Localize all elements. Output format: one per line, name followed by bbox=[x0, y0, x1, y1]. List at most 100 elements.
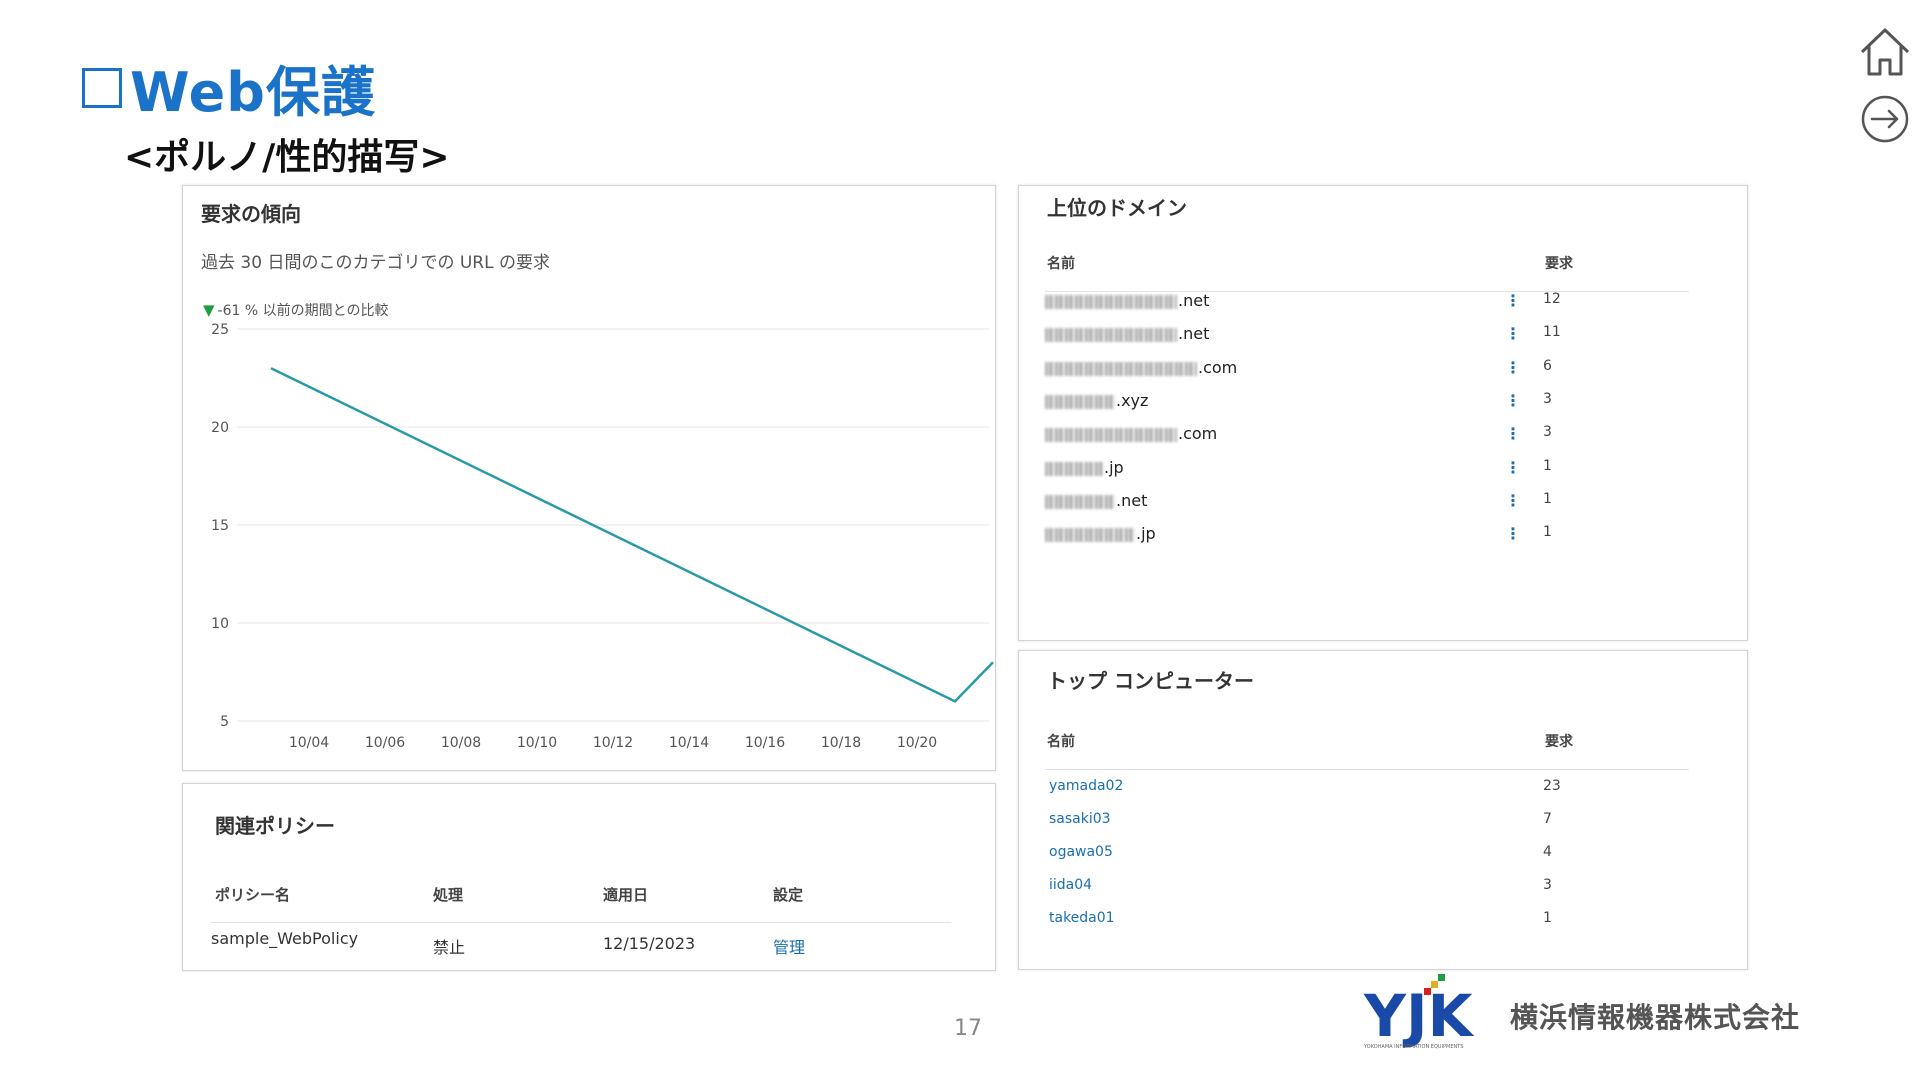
computer-name-link[interactable]: yamada02 bbox=[1049, 778, 1124, 794]
divider bbox=[211, 922, 951, 923]
trend-series-line bbox=[270, 367, 994, 703]
slide-subtitle: <ポルノ/性的描写> bbox=[124, 137, 450, 178]
col-header-date: 適用日 bbox=[603, 886, 649, 904]
computer-row: iida04 3 bbox=[1019, 877, 1747, 903]
x-tick-label: 10/18 bbox=[821, 735, 861, 751]
computer-request-count: 4 bbox=[1543, 844, 1552, 860]
x-tick-label: 10/14 bbox=[669, 735, 709, 751]
col-header-policy-name: ポリシー名 bbox=[215, 886, 291, 904]
domain-row: .jp ⋮ 1 bbox=[1019, 458, 1747, 484]
divider bbox=[1045, 769, 1689, 770]
col-header-name: 名前 bbox=[1047, 256, 1075, 272]
yjk-logo: YJK YOKOHAMA INFORMATION EQUIPMENTS bbox=[1363, 974, 1475, 1050]
x-tick-label: 10/16 bbox=[745, 735, 785, 751]
redacted-domain bbox=[1045, 394, 1115, 409]
y-tick-label: 5 bbox=[220, 714, 229, 730]
domain-suffix: .com bbox=[1178, 424, 1218, 443]
x-tick-label: 10/04 bbox=[289, 735, 329, 751]
computer-name-link[interactable]: takeda01 bbox=[1049, 910, 1115, 926]
policy-date: 12/15/2023 bbox=[603, 934, 696, 953]
x-tick-label: 10/20 bbox=[897, 735, 937, 751]
computer-row: sasaki03 7 bbox=[1019, 811, 1747, 837]
domains-title: 上位のドメイン bbox=[1047, 196, 1187, 220]
col-header-settings: 設定 bbox=[773, 886, 804, 904]
domain-name: .net bbox=[1045, 491, 1147, 510]
domain-request-count: 11 bbox=[1543, 324, 1561, 340]
computer-request-count: 1 bbox=[1543, 910, 1552, 926]
logo-letters: YJK bbox=[1363, 982, 1475, 1050]
domain-name: .com bbox=[1045, 358, 1237, 377]
arrow-right-circle-icon[interactable] bbox=[1860, 94, 1910, 144]
y-tick-label: 10 bbox=[211, 616, 229, 632]
policy-action: 禁止 bbox=[433, 938, 466, 957]
domain-suffix: .com bbox=[1198, 358, 1238, 377]
computer-request-count: 3 bbox=[1543, 877, 1552, 893]
y-tick-label: 25 bbox=[211, 322, 229, 338]
trend-title: 要求の傾向 bbox=[201, 202, 301, 226]
company-name: 横浜情報機器株式会社 bbox=[1510, 1001, 1801, 1034]
slide-title: Web保護 bbox=[82, 48, 376, 127]
computer-name-link[interactable]: ogawa05 bbox=[1049, 844, 1113, 860]
domain-request-count: 12 bbox=[1543, 291, 1561, 307]
domain-row: .com ⋮ 6 bbox=[1019, 358, 1747, 384]
domain-row: .net ⋮ 1 bbox=[1019, 491, 1747, 517]
more-vertical-icon[interactable]: ⋮ bbox=[1505, 391, 1521, 410]
computer-row: yamada02 23 bbox=[1019, 778, 1747, 804]
trend-subtitle: 過去 30 日間のこのカテゴリでの URL の要求 bbox=[201, 253, 550, 273]
manage-link[interactable]: 管理 bbox=[773, 938, 806, 957]
page-number: 17 bbox=[954, 1016, 982, 1041]
domain-name: .com bbox=[1045, 424, 1217, 443]
more-vertical-icon[interactable]: ⋮ bbox=[1505, 524, 1521, 543]
x-tick-label: 10/08 bbox=[441, 735, 481, 751]
domain-request-count: 3 bbox=[1543, 424, 1552, 440]
y-tick-label: 20 bbox=[211, 420, 229, 436]
slide-title-text: Web保護 bbox=[130, 61, 376, 124]
computer-row: takeda01 1 bbox=[1019, 910, 1747, 936]
computer-request-count: 7 bbox=[1543, 811, 1552, 827]
x-tick-label: 10/10 bbox=[517, 735, 557, 751]
domain-request-count: 6 bbox=[1543, 358, 1552, 374]
divider bbox=[1045, 291, 1689, 292]
more-vertical-icon[interactable]: ⋮ bbox=[1505, 458, 1521, 477]
col-header-name: 名前 bbox=[1047, 734, 1075, 750]
domain-request-count: 1 bbox=[1543, 491, 1552, 507]
computer-request-count: 23 bbox=[1543, 778, 1561, 794]
y-tick-label: 15 bbox=[211, 518, 229, 534]
col-header-requests: 要求 bbox=[1545, 256, 1573, 272]
computer-name-link[interactable]: sasaki03 bbox=[1049, 811, 1111, 827]
computer-row: ogawa05 4 bbox=[1019, 844, 1747, 870]
redacted-domain bbox=[1045, 527, 1135, 542]
x-tick-label: 10/12 bbox=[593, 735, 633, 751]
domain-row: .xyz ⋮ 3 bbox=[1019, 391, 1747, 417]
more-vertical-icon[interactable]: ⋮ bbox=[1505, 291, 1521, 310]
comparison-text: -61 % 以前の期間との比較 bbox=[217, 303, 389, 319]
policy-name: sample_WebPolicy bbox=[211, 929, 359, 948]
domain-name: .net bbox=[1045, 324, 1209, 343]
more-vertical-icon[interactable]: ⋮ bbox=[1505, 358, 1521, 377]
trend-line-chart: 5 10 15 20 25 10/04 10/06 10/08 10/10 10/12 10/14 1… bbox=[211, 322, 994, 751]
domain-request-count: 1 bbox=[1543, 458, 1552, 474]
domain-suffix: .net bbox=[1178, 324, 1210, 343]
domain-suffix: .net bbox=[1116, 491, 1148, 510]
redacted-domain bbox=[1045, 361, 1197, 376]
computer-name-link[interactable]: iida04 bbox=[1049, 877, 1093, 893]
more-vertical-icon[interactable]: ⋮ bbox=[1505, 491, 1521, 510]
domain-suffix: .jp bbox=[1136, 524, 1156, 543]
more-vertical-icon[interactable]: ⋮ bbox=[1505, 424, 1521, 443]
domain-suffix: .jp bbox=[1104, 458, 1124, 477]
request-trend-panel: 要求の傾向 過去 30 日間のこのカテゴリでの URL の要求 ▼ -61 % 以… bbox=[182, 185, 996, 771]
more-vertical-icon[interactable]: ⋮ bbox=[1505, 324, 1521, 343]
domain-request-count: 1 bbox=[1543, 524, 1552, 540]
domain-request-count: 3 bbox=[1543, 391, 1552, 407]
col-header-action: 処理 bbox=[433, 886, 464, 904]
col-header-requests: 要求 bbox=[1545, 734, 1573, 750]
domain-name: .net bbox=[1045, 291, 1209, 310]
domain-name: .jp bbox=[1045, 524, 1156, 543]
home-icon[interactable] bbox=[1858, 26, 1912, 78]
domain-suffix: .xyz bbox=[1116, 391, 1149, 410]
redacted-domain bbox=[1045, 327, 1177, 342]
policy-title: 関連ポリシー bbox=[215, 814, 335, 838]
domain-row: .net ⋮ 11 bbox=[1019, 324, 1747, 350]
domain-row: .net ⋮ 12 bbox=[1019, 291, 1747, 317]
trend-comparison: ▼ -61 % 以前の期間との比較 bbox=[203, 300, 388, 320]
